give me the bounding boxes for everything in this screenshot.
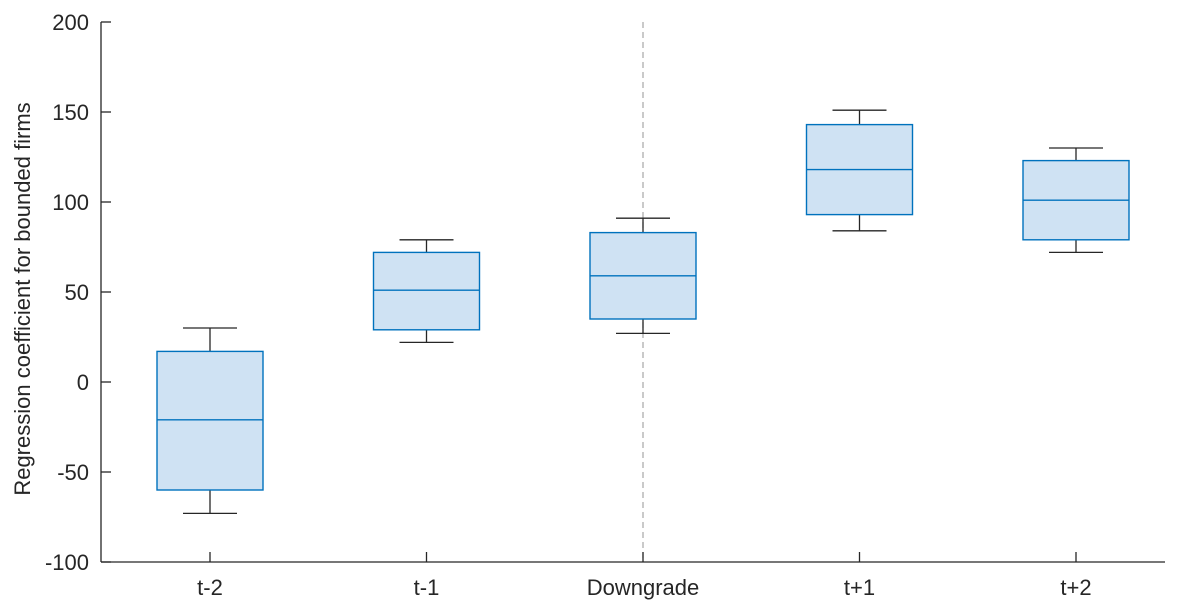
y-tick-label: -100 xyxy=(45,550,89,575)
box-iqr xyxy=(372,251,481,331)
x-tick-label: t-1 xyxy=(414,575,440,600)
box-iqr xyxy=(156,350,264,491)
y-tick-label: 0 xyxy=(77,370,89,395)
box-item xyxy=(589,217,697,335)
box-item xyxy=(1022,147,1130,254)
x-tick-label: t-2 xyxy=(197,575,223,600)
box-item xyxy=(372,239,481,344)
y-tick-label: -50 xyxy=(57,460,89,485)
y-tick-label: 50 xyxy=(65,280,89,305)
y-axis-title: Regression coefficient for bounded firms xyxy=(10,102,35,495)
y-tick-label: 200 xyxy=(52,10,89,35)
x-tick-label: Downgrade xyxy=(587,575,700,600)
box-series-layer xyxy=(156,109,1130,515)
y-ticks: -100 -50 0 50 100 150 200 xyxy=(45,10,111,575)
x-tick-label: t+1 xyxy=(844,575,875,600)
x-tick-label: t+2 xyxy=(1060,575,1091,600)
y-tick-label: 100 xyxy=(52,190,89,215)
box-item xyxy=(156,327,264,515)
y-tick-label: 150 xyxy=(52,100,89,125)
x-ticks: t-2 t-1 Downgrade t+1 t+2 xyxy=(197,552,1092,600)
box-item xyxy=(805,109,914,232)
